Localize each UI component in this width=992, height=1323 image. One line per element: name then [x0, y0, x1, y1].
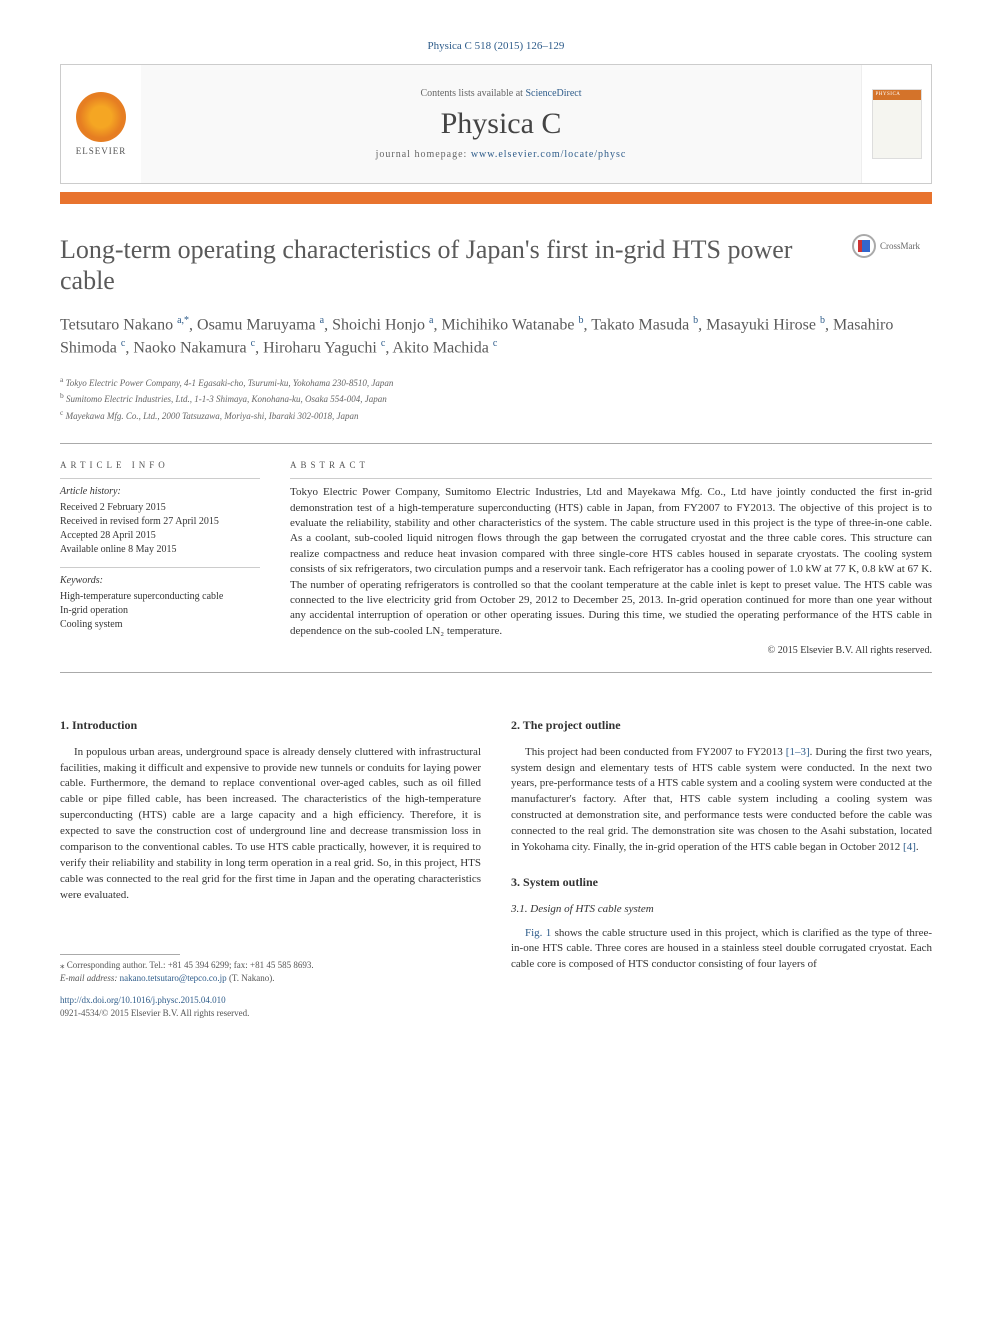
- keyword: In-grid operation: [60, 604, 260, 618]
- issn-copyright: 0921-4534/© 2015 Elsevier B.V. All right…: [60, 1007, 481, 1020]
- affiliation: b Sumitomo Electric Industries, Ltd., 1-…: [60, 390, 932, 407]
- banner-center: Contents lists available at ScienceDirec…: [141, 65, 861, 183]
- corresponding-author: ⁎ Corresponding author. Tel.: +81 45 394…: [60, 959, 481, 972]
- homepage-link[interactable]: www.elsevier.com/locate/physc: [471, 149, 627, 160]
- email-label: E-mail address:: [60, 973, 120, 983]
- article-info-heading: ARTICLE INFO: [60, 460, 260, 470]
- left-column: 1. Introduction In populous urban areas,…: [60, 713, 481, 1019]
- journal-name: Physica C: [441, 107, 562, 141]
- publisher-logo: ELSEVIER: [61, 65, 141, 183]
- author-list: Tetsutaro Nakano a,*, Osamu Maruyama a, …: [60, 314, 932, 359]
- affiliation: c Mayekawa Mfg. Co., Ltd., 2000 Tatsuzaw…: [60, 407, 932, 424]
- corresponding-email[interactable]: nakano.tetsutaro@tepco.co.jp: [120, 973, 227, 983]
- article-info: ARTICLE INFO Article history: Received 2…: [60, 460, 260, 656]
- section-3-1-body: Fig. 1 shows the cable structure used in…: [511, 926, 932, 974]
- keywords-block: Keywords: High-temperature superconducti…: [60, 567, 260, 632]
- right-column: 2. The project outline This project had …: [511, 713, 932, 1019]
- history-line: Received 2 February 2015: [60, 501, 260, 515]
- elsevier-tree-icon: [76, 92, 126, 142]
- article-title: Long-term operating characteristics of J…: [60, 234, 852, 296]
- history-label: Article history:: [60, 485, 260, 499]
- doi-link[interactable]: http://dx.doi.org/10.1016/j.physc.2015.0…: [60, 995, 226, 1005]
- s2-text-mid: . During the first two years, system des…: [511, 746, 932, 854]
- s2-text-post: .: [916, 841, 919, 853]
- crossmark-icon: [852, 234, 876, 258]
- footnotes: ⁎ Corresponding author. Tel.: +81 45 394…: [60, 954, 481, 1019]
- citation: Physica C 518 (2015) 126–129: [60, 40, 932, 52]
- contents-available: Contents lists available at ScienceDirec…: [420, 88, 581, 99]
- fig-1-link[interactable]: Fig. 1: [525, 927, 551, 939]
- section-3-1-heading: 3.1. Design of HTS cable system: [511, 902, 932, 918]
- publisher-name: ELSEVIER: [76, 146, 127, 156]
- section-1-heading: 1. Introduction: [60, 717, 481, 734]
- keyword: Cooling system: [60, 618, 260, 632]
- abstract: ABSTRACT Tokyo Electric Power Company, S…: [290, 460, 932, 656]
- cover-thumbnail-icon: [872, 89, 922, 159]
- ref-link-1-3[interactable]: [1–3]: [786, 746, 810, 758]
- footnote-separator: [60, 954, 180, 955]
- s3-1-text: shows the cable structure used in this p…: [511, 927, 932, 971]
- section-2-body: This project had been conducted from FY2…: [511, 745, 932, 857]
- section-3-heading: 3. System outline: [511, 874, 932, 891]
- abstract-copyright: © 2015 Elsevier B.V. All rights reserved…: [290, 645, 932, 656]
- s2-text-pre: This project had been conducted from FY2…: [525, 746, 786, 758]
- keyword: High-temperature superconducting cable: [60, 590, 260, 604]
- abstract-heading: ABSTRACT: [290, 460, 932, 470]
- contents-prefix: Contents lists available at: [420, 88, 525, 99]
- journal-banner: ELSEVIER Contents lists available at Sci…: [60, 64, 932, 184]
- keywords-label: Keywords:: [60, 574, 260, 588]
- affiliation: a Tokyo Electric Power Company, 4-1 Egas…: [60, 374, 932, 391]
- accent-bar: [60, 192, 932, 204]
- history-line: Accepted 28 April 2015: [60, 529, 260, 543]
- divider: [60, 443, 932, 444]
- section-2-heading: 2. The project outline: [511, 717, 932, 734]
- abstract-text: Tokyo Electric Power Company, Sumitomo E…: [290, 478, 932, 639]
- history-line: Available online 8 May 2015: [60, 543, 260, 557]
- journal-cover: [861, 65, 931, 183]
- email-suffix: (T. Nakano).: [227, 973, 275, 983]
- crossmark-badge[interactable]: CrossMark: [852, 234, 932, 258]
- ref-link-4[interactable]: [4]: [903, 841, 916, 853]
- journal-homepage: journal homepage: www.elsevier.com/locat…: [376, 149, 627, 160]
- crossmark-label: CrossMark: [880, 241, 920, 251]
- divider: [60, 672, 932, 673]
- article-history: Article history: Received 2 February 201…: [60, 478, 260, 557]
- sciencedirect-link[interactable]: ScienceDirect: [525, 88, 581, 99]
- doi-block: http://dx.doi.org/10.1016/j.physc.2015.0…: [60, 994, 481, 1019]
- affiliations: a Tokyo Electric Power Company, 4-1 Egas…: [60, 374, 932, 424]
- body-columns: 1. Introduction In populous urban areas,…: [60, 713, 932, 1019]
- homepage-prefix: journal homepage:: [376, 149, 471, 160]
- history-line: Received in revised form 27 April 2015: [60, 515, 260, 529]
- section-1-body: In populous urban areas, underground spa…: [60, 745, 481, 904]
